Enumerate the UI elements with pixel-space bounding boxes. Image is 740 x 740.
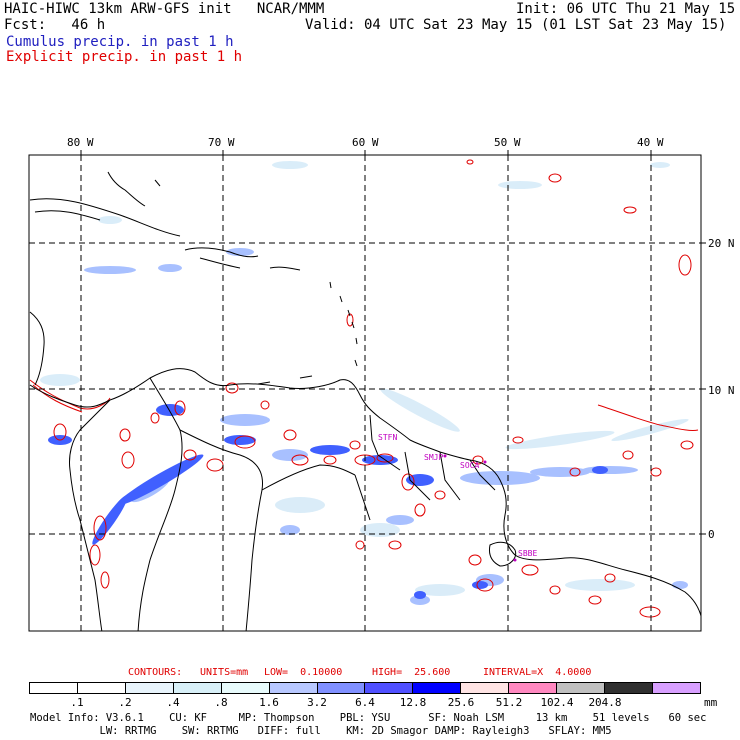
color-bar-labels: .1 .2 .4 .8 1.6 3.2 6.4 12.8 25.6 51.2 102.4 204.8 <box>29 697 701 709</box>
lon-label-50w: 50 W <box>494 136 521 149</box>
lat-label-20n: 20 N <box>708 237 735 250</box>
color-bar-tick-label: 102.4 <box>540 696 574 709</box>
station-dot <box>483 460 487 464</box>
contours-units: UNITS=mm <box>200 667 249 678</box>
color-bar-tick-label: 204.8 <box>588 696 622 709</box>
color-bar-tick-label: 25.6 <box>447 696 475 709</box>
lon-label-70w: 70 W <box>208 136 235 149</box>
station-smjp: SMJP <box>424 453 443 462</box>
color-bar-tick-label: 1.6 <box>259 696 279 709</box>
color-bar-swatch <box>508 683 557 693</box>
init-time: Init: 06 UTC Thu 21 May 15 <box>516 1 736 17</box>
axis-ticks <box>80 150 706 535</box>
color-bar-swatch <box>412 683 461 693</box>
lat-label-0: 0 <box>708 528 715 541</box>
station-dot <box>513 558 517 562</box>
color-bar-unit: mm <box>704 696 718 709</box>
station-stfn: STFN <box>378 433 397 442</box>
color-bar-tick-label: 12.8 <box>399 696 427 709</box>
color-bar-swatch <box>124 683 173 693</box>
contours-label: CONTOURS: <box>128 667 183 678</box>
color-bar-tick-label: .8 <box>214 696 228 709</box>
color-bar-tick-label: .2 <box>118 696 132 709</box>
latitude-labels: 20 N 10 N 0 <box>708 237 735 541</box>
color-bar-swatch <box>651 683 700 693</box>
lon-label-40w: 40 W <box>637 136 664 149</box>
model-info-line1: Model Info: V3.6.1 CU: KF MP: Thompson P… <box>30 712 707 724</box>
contours-high: HIGH= 25.600 <box>372 667 451 678</box>
lon-label-60w: 60 W <box>352 136 379 149</box>
lon-label-80w: 80 W <box>67 136 94 149</box>
coastlines <box>29 171 701 631</box>
color-bar-swatch <box>604 683 652 693</box>
color-bar-swatch <box>364 683 413 693</box>
color-bar-swatch <box>556 683 605 693</box>
station-soca: SOCA <box>460 461 479 470</box>
forecast-hour: Fcst: 46 h <box>4 17 106 33</box>
cumulus-precip-label: Cumulus precip. in past 1 h <box>6 34 234 50</box>
color-bar <box>29 682 701 694</box>
valid-time: Valid: 04 UTC Sat 23 May 15 (01 LST Sat … <box>305 17 727 33</box>
color-bar-tick-label: 6.4 <box>355 696 375 709</box>
color-bar-swatch <box>172 683 221 693</box>
model-title: HAIC-HIWC 13km ARW-GFS init NCAR/MMM <box>4 1 325 17</box>
color-bar-swatch <box>30 683 77 693</box>
contours-low: LOW= 0.10000 <box>264 667 343 678</box>
explicit-precip-label: Explicit precip. in past 1 h <box>6 49 243 65</box>
station-sbbe: SBBE <box>518 549 537 558</box>
lat-label-10n: 10 N <box>708 384 735 397</box>
color-bar-swatch <box>460 683 509 693</box>
color-bar-tick-label: 51.2 <box>495 696 523 709</box>
station-labels: STFN SMJP SOCA SBBE <box>378 433 537 562</box>
longitude-labels: 80 W 70 W 60 W 50 W 40 W <box>67 136 664 149</box>
contours-interval: INTERVAL=X 4.0000 <box>483 667 592 678</box>
model-info-line2: LW: RRTMG SW: RRTMG DIFF: full KM: 2D Sm… <box>30 725 612 737</box>
color-bar-tick-label: .1 <box>70 696 84 709</box>
color-bar-swatch <box>268 683 317 693</box>
color-bar-swatch <box>76 683 125 693</box>
color-bar-tick-label: 3.2 <box>307 696 327 709</box>
station-dot <box>443 454 447 458</box>
lat-lon-grid <box>29 155 701 631</box>
color-bar-swatch <box>220 683 269 693</box>
color-bar-tick-label: .4 <box>166 696 180 709</box>
color-bar-swatch <box>316 683 365 693</box>
